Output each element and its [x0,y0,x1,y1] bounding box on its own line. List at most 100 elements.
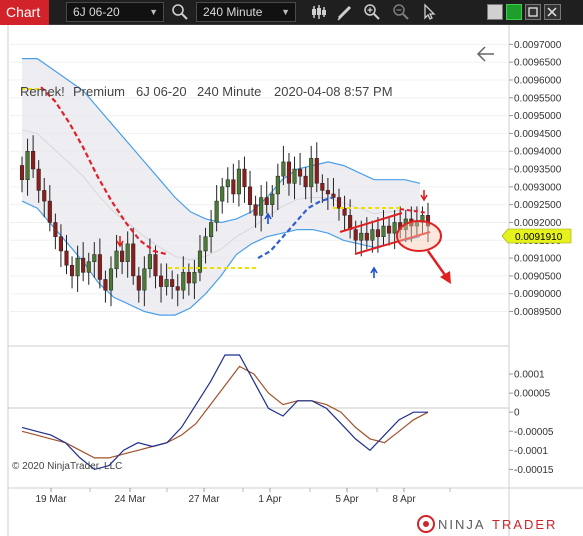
price-tick-label: 0.0094500 [514,129,562,140]
price-tick-label: 0.0092500 [514,200,562,211]
price-tick-label: 0.0095500 [514,93,562,104]
candle-body [236,168,241,195]
candle-body [281,161,286,177]
time-tick-label: 5 Apr [335,494,359,505]
osc-tick-label: -0.00015 [514,465,554,476]
down-arrow-head [440,271,451,284]
instrument-value: 6J 06-20 [73,5,120,19]
candle-body [47,200,52,223]
window-maximize-button[interactable] [525,4,541,20]
candle-body [31,150,36,170]
back-arrow-icon-head [476,46,486,62]
zoom-out-icon[interactable] [392,3,410,21]
candle-body [286,161,292,184]
candle-body [264,197,269,205]
price-tick-label: 0.0091000 [514,254,562,265]
candle-body [420,215,425,223]
candle-body [131,243,136,277]
time-tick-label: 1 Apr [258,494,282,505]
candle-body [259,197,264,216]
chart-toolbar: Chart 6J 06-20 ▼ 240 Minute ▼ [0,0,583,25]
price-tick-label: 0.0094000 [514,147,562,158]
candle-body [170,279,175,287]
interval-value: 240 Minute [203,5,263,19]
candle-body [25,150,30,180]
red-trend-line [40,86,169,256]
highlight-ellipse [396,220,442,252]
candle-body [75,257,80,277]
candle-body [331,193,336,198]
candle-body [136,275,141,291]
candle-body [64,250,69,266]
oscillator-fast-line [21,354,428,471]
osc-tick-label: 0.0001 [514,370,545,381]
upper-band-line [22,57,421,224]
candle-body [125,243,130,262]
oscillator-axis: 0.0001 0.00005 0 -0.00005 -0.0001 -0.00015 [509,370,554,476]
interval-dropdown[interactable]: 240 Minute ▼ [196,2,296,22]
time-tick-label: 24 Mar [114,494,146,505]
candle-body [108,268,114,291]
channel-lower-line [354,231,431,255]
header-datetime: 2020-04-08 8:57 PM [274,84,393,99]
price-tick-label: 0.0097000 [514,40,562,51]
candle-body [425,215,431,227]
chevron-down-icon: ▼ [149,7,158,17]
window-close-button[interactable] [544,4,561,20]
chevron-down-icon: ▼ [281,7,290,17]
candle-body [192,272,197,284]
candle-body [147,254,152,270]
drawing-tool-icon[interactable] [336,3,354,21]
osc-tick-label: 0.00005 [514,389,551,400]
candle-body [92,254,97,262]
candle-body [298,168,303,177]
candle-body [270,193,275,205]
sell-signal-arrow [420,190,428,202]
sell-signal-arrow [116,236,124,248]
candle-body [275,175,280,195]
candle-body [231,179,236,195]
candle-body [164,279,169,287]
price-tick-label: 0.0090000 [514,289,562,300]
price-tick-label: 0.0093000 [514,182,562,193]
ninjatrader-logo: NINJA TRADER [417,515,555,533]
logo-text-ninja: NINJA [438,517,486,532]
window-gray-button[interactable] [487,4,503,20]
bar-type-icon[interactable] [310,3,328,21]
header-interval: 240 Minute [197,84,261,99]
instrument-dropdown[interactable]: 6J 06-20 ▼ [66,2,164,22]
logo-mark-dot [423,521,429,527]
window-green-button[interactable] [506,4,522,20]
candle-body [70,264,75,277]
candle-body [214,200,219,223]
candle-body [58,236,63,252]
buy-signal-arrow [264,212,272,224]
price-tick-label: 0.0093500 [514,165,562,176]
candle-body [253,204,258,216]
search-icon[interactable] [171,3,189,21]
candle-body [309,158,314,188]
header-indicator: Remek! [20,84,65,99]
candle-body [381,225,386,237]
candle-body [86,261,91,273]
pointer-icon[interactable] [420,3,438,21]
time-tick-label: 27 Mar [188,494,220,505]
chart-area[interactable]: 0.0097000 0.0096500 0.0096000 0.0095500 0.00… [0,25,583,536]
candle-body [181,272,186,291]
candle-body [114,250,119,270]
down-arrow-shaft [426,250,447,276]
chart-tab[interactable]: Chart [0,0,49,25]
candle-body [364,232,369,241]
header-instrument: 6J 06-20 [136,84,187,99]
price-chart[interactable]: 0.0097000 0.0096500 0.0096000 0.0095500 0.00… [0,25,583,536]
candle-body [348,215,353,230]
candle-body [392,222,397,234]
oscillator-slow-line [21,365,429,459]
candle-body [292,168,297,184]
price-tick-label: 0.0092000 [514,218,562,229]
candle-body [209,222,214,237]
candle-body [120,250,125,262]
candle-body [387,225,392,234]
buy-signal-arrow [370,266,378,278]
zoom-in-icon[interactable] [363,3,381,21]
